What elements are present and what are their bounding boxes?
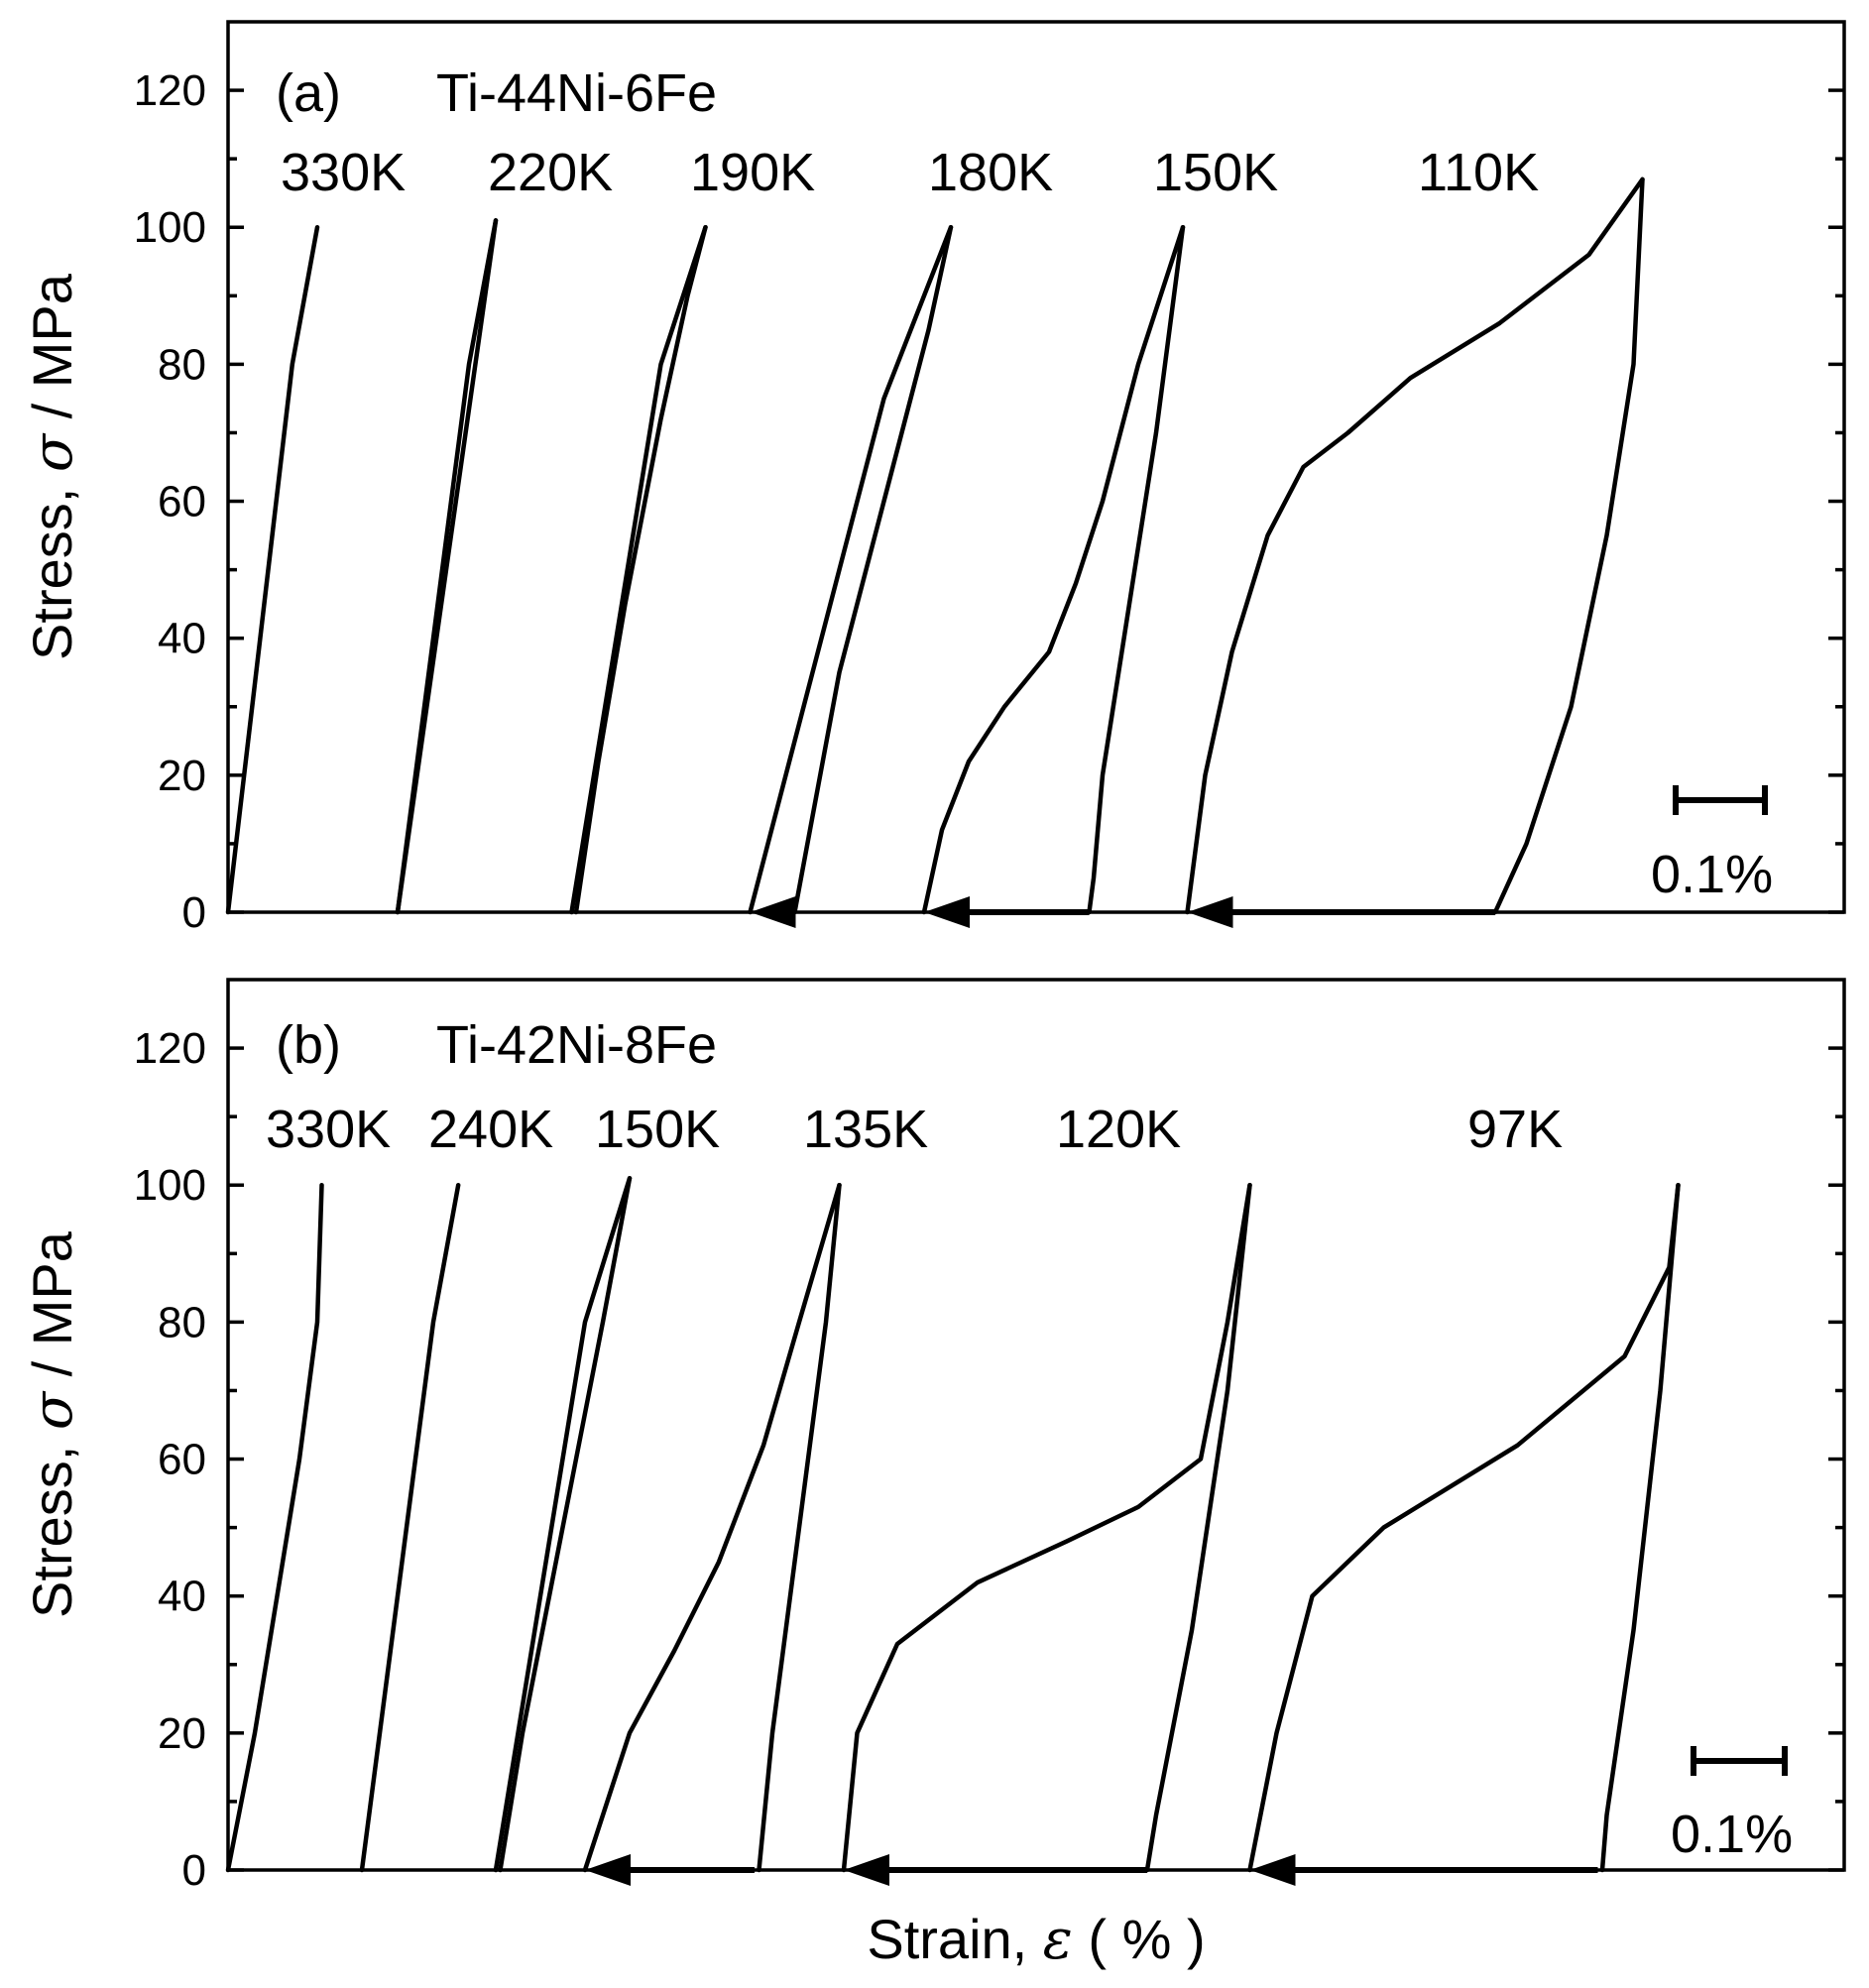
arrow-a-2-head [1187, 896, 1233, 928]
scale-bar-a: 0.1% [1651, 785, 1773, 904]
x-axis-title-prefix: Strain, [867, 1908, 1042, 1970]
temp-label-a-220K: 220K [488, 143, 613, 202]
curve-a-190K-loading [569, 224, 708, 915]
curve-b-120K-loading [841, 1182, 1252, 1873]
y-tick-label-b-20: 20 [158, 1709, 206, 1758]
y-tick-label-b-120: 120 [134, 1024, 206, 1073]
curve-a-330K-loading [225, 224, 320, 915]
panel-b: 0 20 40 60 80 100 120 (b) Ti-42Ni-8Fe 330K 240… [134, 978, 1846, 1895]
y-tick-label-a-40: 40 [158, 615, 206, 663]
x-axis-title-suffix: ( % ) [1073, 1908, 1206, 1970]
temp-label-b-97K: 97K [1467, 1100, 1563, 1159]
y-axis-title-b-suffix: / MPa [21, 1230, 83, 1392]
temp-label-b-150K: 150K [595, 1100, 720, 1159]
arrow-b-1-head [844, 1854, 889, 1886]
y-tick-label-b-60: 60 [158, 1436, 206, 1484]
scale-bar-b-label: 0.1% [1671, 1805, 1793, 1864]
curve-a-190K-unloading [573, 224, 708, 915]
panel-a-arrows [750, 896, 1495, 928]
y-tick-label-a-20: 20 [158, 752, 206, 800]
y-tick-label-b-100: 100 [134, 1161, 206, 1210]
curve-b-150K-loading [493, 1176, 633, 1873]
y-tick-label-a-80: 80 [158, 340, 206, 389]
arrow-b-2-head [1249, 1854, 1296, 1886]
panel-a-ticks: 0 20 40 60 80 100 120 [134, 66, 1844, 937]
panel-a-title: Ti-44Ni-6Fe [436, 63, 717, 123]
panel-b-title: Ti-42Ni-8Fe [436, 1015, 717, 1075]
curve-b-135K-loading [582, 1182, 842, 1873]
panel-a-label: (a) [276, 63, 341, 123]
y-tick-label-a-0: 0 [182, 888, 206, 937]
arrow-b-0-head [585, 1854, 631, 1886]
x-axis-title-symbol: ε [1043, 1908, 1073, 1972]
x-axis-title: Strain, ε ( % ) [867, 1908, 1205, 1972]
temp-label-a-150K: 150K [1153, 143, 1278, 202]
curve-a-150K-loading [921, 224, 1186, 915]
curve-a-110K-unloading [1492, 176, 1645, 915]
arrow-a-0-head [750, 896, 796, 928]
temp-label-b-135K: 135K [803, 1100, 928, 1159]
y-axis-title-b-prefix: Stress, [21, 1430, 83, 1618]
y-axis-title-b-symbol: σ [21, 1390, 85, 1430]
y-axis-title-b: Stress, σ / MPa [21, 1230, 85, 1618]
curve-a-220K-unloading [395, 218, 499, 915]
y-tick-label-a-60: 60 [158, 478, 206, 526]
curve-a-180K-loading [748, 224, 954, 915]
panel-b-arrows [585, 1854, 1598, 1886]
y-tick-label-a-100: 100 [134, 203, 206, 252]
y-axis-title-a-suffix: / MPa [21, 273, 83, 434]
curve-b-97K-loading [1247, 1182, 1681, 1873]
y-tick-label-b-0: 0 [182, 1846, 206, 1895]
curve-b-330K-loading [225, 1182, 324, 1873]
scale-bar-a-label: 0.1% [1651, 845, 1773, 904]
curve-a-110K-loading [1185, 176, 1645, 915]
curve-b-97K-unloading [1599, 1182, 1681, 1873]
arrow-a-1-head [924, 896, 970, 928]
panel-b-ticks: 0 20 40 60 80 100 120 [134, 1024, 1844, 1895]
y-axis-title-a-symbol: σ [21, 432, 85, 472]
temp-label-a-190K: 190K [690, 143, 815, 202]
curve-b-240K-loading [359, 1182, 461, 1873]
y-axis-title-a-prefix: Stress, [21, 472, 83, 660]
curve-b-150K-unloading [498, 1176, 633, 1873]
temp-label-a-180K: 180K [928, 143, 1053, 202]
temp-label-b-330K: 330K [266, 1100, 391, 1159]
curve-a-150K-unloading [1087, 224, 1186, 915]
curve-b-120K-unloading [1144, 1182, 1252, 1873]
scale-bar-b: 0.1% [1671, 1746, 1793, 1864]
panel-a: 0 20 40 60 80 100 120 (a) Ti-44Ni-6Fe 330K 220… [134, 20, 1846, 937]
panel-b-curves [225, 1176, 1681, 1873]
temp-label-b-240K: 240K [428, 1100, 553, 1159]
y-tick-label-b-80: 80 [158, 1298, 206, 1346]
temp-label-b-120K: 120K [1056, 1100, 1181, 1159]
temp-label-a-110K: 110K [1418, 143, 1539, 202]
y-tick-label-b-40: 40 [158, 1573, 206, 1621]
temp-label-a-330K: 330K [281, 143, 406, 202]
y-axis-title-a: Stress, σ / MPa [21, 273, 85, 660]
panel-b-label: (b) [276, 1015, 341, 1075]
curve-a-180K-unloading [792, 224, 954, 915]
panel-a-curves [225, 176, 1645, 915]
y-tick-label-a-120: 120 [134, 66, 206, 115]
curve-b-135K-unloading [757, 1182, 842, 1873]
